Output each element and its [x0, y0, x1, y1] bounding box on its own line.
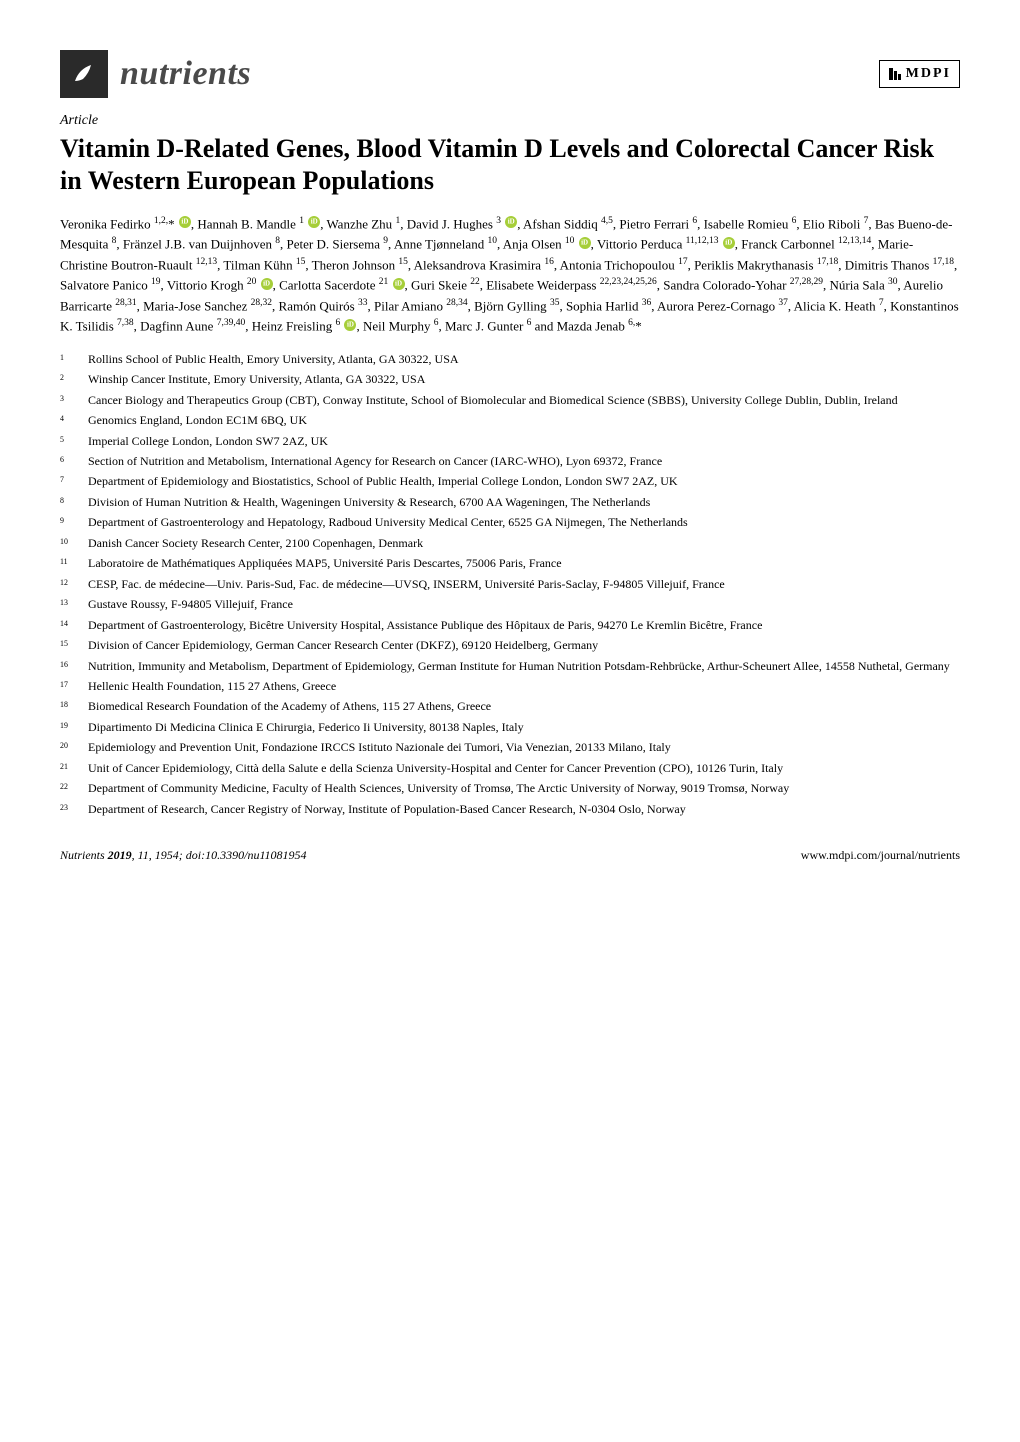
authors-list: Veronika Fedirko 1,2,* , Hannah B. Mandl…: [60, 214, 960, 337]
affiliation-text: Department of Research, Cancer Registry …: [88, 801, 960, 819]
affiliation-item: 17Hellenic Health Foundation, 115 27 Ath…: [60, 678, 960, 696]
affiliation-text: Division of Human Nutrition & Health, Wa…: [88, 494, 960, 512]
affiliation-text: Epidemiology and Prevention Unit, Fondaz…: [88, 739, 960, 757]
affiliation-text: Rollins School of Public Health, Emory U…: [88, 351, 960, 369]
footer-citation: Nutrients 2019, 11, 1954; doi:10.3390/nu…: [60, 847, 307, 863]
affiliations-list: 1Rollins School of Public Health, Emory …: [60, 351, 960, 819]
affiliation-text: Division of Cancer Epidemiology, German …: [88, 637, 960, 655]
orcid-icon: [579, 237, 591, 249]
affiliation-number: 6: [60, 453, 88, 471]
affiliation-number: 11: [60, 555, 88, 573]
affiliation-item: 23Department of Research, Cancer Registr…: [60, 801, 960, 819]
affiliation-text: Department of Epidemiology and Biostatis…: [88, 473, 960, 491]
affiliation-number: 13: [60, 596, 88, 614]
article-title: Vitamin D-Related Genes, Blood Vitamin D…: [60, 133, 960, 198]
affiliation-text: Hellenic Health Foundation, 115 27 Athen…: [88, 678, 960, 696]
journal-name: nutrients: [120, 51, 251, 97]
affiliation-item: 10Danish Cancer Society Research Center,…: [60, 535, 960, 553]
affiliation-number: 12: [60, 576, 88, 594]
affiliation-number: 8: [60, 494, 88, 512]
affiliation-item: 11Laboratoire de Mathématiques Appliquée…: [60, 555, 960, 573]
affiliation-text: Biomedical Research Foundation of the Ac…: [88, 698, 960, 716]
affiliation-number: 18: [60, 698, 88, 716]
affiliation-text: Genomics England, London EC1M 6BQ, UK: [88, 412, 960, 430]
affiliation-number: 7: [60, 473, 88, 491]
affiliation-number: 2: [60, 371, 88, 389]
affiliation-number: 14: [60, 617, 88, 635]
affiliation-text: Cancer Biology and Therapeutics Group (C…: [88, 392, 960, 410]
affiliation-number: 10: [60, 535, 88, 553]
affiliation-number: 22: [60, 780, 88, 798]
affiliation-number: 3: [60, 392, 88, 410]
orcid-icon: [179, 216, 191, 228]
mdpi-mark-icon: [888, 67, 902, 81]
affiliation-number: 9: [60, 514, 88, 532]
affiliation-number: 1: [60, 351, 88, 369]
affiliation-text: Winship Cancer Institute, Emory Universi…: [88, 371, 960, 389]
orcid-icon: [261, 278, 273, 290]
affiliation-item: 20Epidemiology and Prevention Unit, Fond…: [60, 739, 960, 757]
publisher-logo: MDPI: [879, 60, 960, 89]
affiliation-text: Department of Community Medicine, Facult…: [88, 780, 960, 798]
affiliation-item: 2Winship Cancer Institute, Emory Univers…: [60, 371, 960, 389]
affiliation-number: 19: [60, 719, 88, 737]
page-footer: Nutrients 2019, 11, 1954; doi:10.3390/nu…: [60, 847, 960, 863]
affiliation-item: 5Imperial College London, London SW7 2AZ…: [60, 433, 960, 451]
orcid-icon: [505, 216, 517, 228]
affiliation-item: 6Section of Nutrition and Metabolism, In…: [60, 453, 960, 471]
affiliation-item: 9Department of Gastroenterology and Hepa…: [60, 514, 960, 532]
orcid-icon: [393, 278, 405, 290]
publisher-name: MDPI: [906, 65, 951, 84]
affiliation-number: 4: [60, 412, 88, 430]
orcid-icon: [308, 216, 320, 228]
affiliation-number: 23: [60, 801, 88, 819]
affiliation-item: 7Department of Epidemiology and Biostati…: [60, 473, 960, 491]
affiliation-text: Department of Gastroenterology, Bicêtre …: [88, 617, 960, 635]
affiliation-item: 13Gustave Roussy, F-94805 Villejuif, Fra…: [60, 596, 960, 614]
page-header: nutrients MDPI: [60, 50, 960, 98]
article-type: Article: [60, 112, 960, 131]
affiliation-number: 17: [60, 678, 88, 696]
affiliation-item: 4Genomics England, London EC1M 6BQ, UK: [60, 412, 960, 430]
affiliation-item: 16Nutrition, Immunity and Metabolism, De…: [60, 658, 960, 676]
orcid-icon: [723, 237, 735, 249]
affiliation-text: Imperial College London, London SW7 2AZ,…: [88, 433, 960, 451]
affiliation-item: 15Division of Cancer Epidemiology, Germa…: [60, 637, 960, 655]
affiliation-text: CESP, Fac. de médecine—Univ. Paris-Sud, …: [88, 576, 960, 594]
affiliation-number: 21: [60, 760, 88, 778]
affiliation-text: Nutrition, Immunity and Metabolism, Depa…: [88, 658, 960, 676]
affiliation-item: 12CESP, Fac. de médecine—Univ. Paris-Sud…: [60, 576, 960, 594]
affiliation-item: 18Biomedical Research Foundation of the …: [60, 698, 960, 716]
affiliation-text: Laboratoire de Mathématiques Appliquées …: [88, 555, 960, 573]
journal-logo-block: nutrients: [60, 50, 251, 98]
affiliation-number: 15: [60, 637, 88, 655]
affiliation-text: Section of Nutrition and Metabolism, Int…: [88, 453, 960, 471]
affiliation-item: 19Dipartimento Di Medicina Clinica E Chi…: [60, 719, 960, 737]
leaf-icon: [69, 59, 99, 89]
affiliation-item: 21Unit of Cancer Epidemiology, Città del…: [60, 760, 960, 778]
orcid-icon: [344, 319, 356, 331]
affiliation-text: Dipartimento Di Medicina Clinica E Chiru…: [88, 719, 960, 737]
nutrients-logo-icon: [60, 50, 108, 98]
affiliation-item: 14Department of Gastroenterology, Bicêtr…: [60, 617, 960, 635]
affiliation-text: Unit of Cancer Epidemiology, Città della…: [88, 760, 960, 778]
footer-url[interactable]: www.mdpi.com/journal/nutrients: [801, 847, 960, 863]
affiliation-number: 5: [60, 433, 88, 451]
affiliation-text: Danish Cancer Society Research Center, 2…: [88, 535, 960, 553]
affiliation-text: Gustave Roussy, F-94805 Villejuif, Franc…: [88, 596, 960, 614]
affiliation-item: 22Department of Community Medicine, Facu…: [60, 780, 960, 798]
affiliation-item: 1Rollins School of Public Health, Emory …: [60, 351, 960, 369]
affiliation-number: 20: [60, 739, 88, 757]
affiliation-text: Department of Gastroenterology and Hepat…: [88, 514, 960, 532]
affiliation-item: 8Division of Human Nutrition & Health, W…: [60, 494, 960, 512]
affiliation-number: 16: [60, 658, 88, 676]
affiliation-item: 3Cancer Biology and Therapeutics Group (…: [60, 392, 960, 410]
